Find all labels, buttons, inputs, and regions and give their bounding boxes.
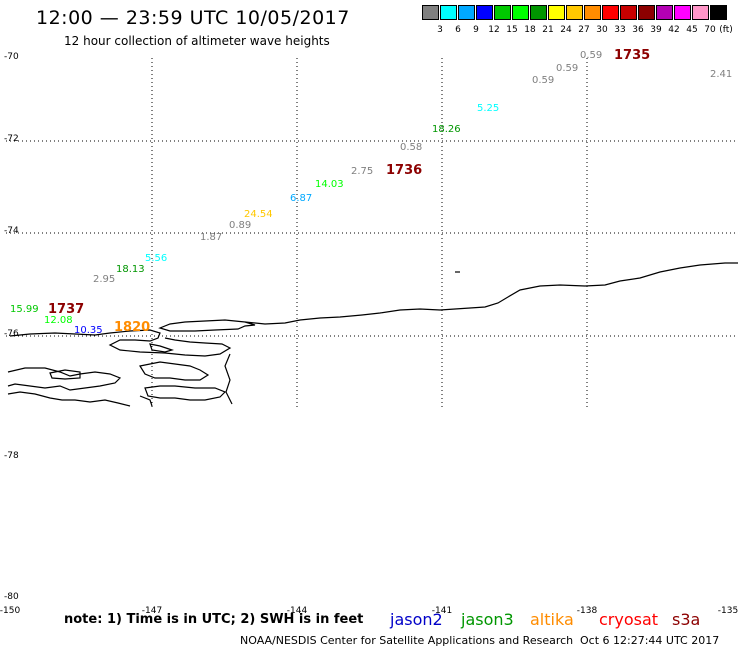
satellite-legend-entry: altika xyxy=(530,610,574,629)
wave-height-value: 24.54 xyxy=(244,209,273,220)
scale-swatch xyxy=(674,5,691,20)
wave-height-value: 0.59 xyxy=(532,75,555,86)
wave-height-value: 18.26 xyxy=(432,124,461,135)
longitude-label: -135 xyxy=(717,606,739,616)
scale-tick-label: 9 xyxy=(473,25,479,35)
scale-swatch xyxy=(512,5,529,20)
wave-height-value: 0.59 xyxy=(580,50,603,61)
scale-swatch xyxy=(620,5,637,20)
scale-tick-label: 27 xyxy=(578,25,590,35)
scale-tick-label: 6 xyxy=(455,25,461,35)
wave-height-value: 10.35 xyxy=(74,325,103,336)
scale-swatch xyxy=(476,5,493,20)
wave-height-value: 2.41 xyxy=(710,69,733,80)
scale-swatch xyxy=(584,5,601,20)
scale-swatch xyxy=(566,5,583,20)
scale-swatch xyxy=(458,5,475,20)
wave-height-value: 18.13 xyxy=(116,264,145,275)
longitude-label: -150 xyxy=(0,606,21,616)
coast-segment xyxy=(139,361,210,381)
wave-height-value: 0.58 xyxy=(400,142,423,153)
graticule xyxy=(6,58,738,408)
pass-time-label: 1736 xyxy=(386,163,423,178)
latitude-label: -78 xyxy=(4,451,19,461)
latitude-label: -80 xyxy=(4,592,19,602)
scale-tick-label: 3 xyxy=(437,25,443,35)
longitude-label: -144 xyxy=(286,606,308,616)
footnote: note: 1) Time is in UTC; 2) SWH is in fe… xyxy=(64,612,364,627)
wave-height-value: 0.89 xyxy=(229,220,252,231)
coast-segment xyxy=(7,391,131,407)
wave-height-value: 14.03 xyxy=(315,179,344,190)
scale-tick-label: 18 xyxy=(524,25,536,35)
scale-unit-label: (ft) xyxy=(719,25,733,35)
scale-swatch xyxy=(530,5,547,20)
scale-tick-label: 15 xyxy=(506,25,518,35)
scale-tick-label: 24 xyxy=(560,25,572,35)
longitude-label: -147 xyxy=(141,606,163,616)
latitude-label: -74 xyxy=(4,226,19,236)
wave-height-value: 0.59 xyxy=(556,63,579,74)
pass-time-label: 1820 xyxy=(114,320,151,335)
scale-tick-label: 36 xyxy=(632,25,644,35)
scale-swatch xyxy=(692,5,709,20)
wave-height-value: 15.99 xyxy=(10,304,39,315)
satellite-legend-entry: jason3 xyxy=(461,610,514,629)
scale-swatch xyxy=(548,5,565,20)
map-subtitle: 12 hour collection of altimeter wave hei… xyxy=(64,34,330,48)
satellite-legend-entry: s3a xyxy=(672,610,701,629)
scale-tick-label: 42 xyxy=(668,25,680,35)
scale-tick-label: 21 xyxy=(542,25,554,35)
coast-segment xyxy=(149,343,175,353)
scale-tick-label: 70 xyxy=(704,25,716,35)
scale-tick-label: 39 xyxy=(650,25,662,35)
ice-shelf-front xyxy=(158,262,738,332)
latitude-label: -72 xyxy=(4,134,19,144)
wave-height-value: 2.95 xyxy=(93,274,116,285)
credit-line: NOAA/NESDIS Center for Satellite Applica… xyxy=(240,634,574,647)
scale-swatch xyxy=(656,5,673,20)
wave-height-value: 5.56 xyxy=(145,253,168,264)
coast-segment xyxy=(224,353,233,405)
scale-swatch xyxy=(638,5,655,20)
wave-height-value: 6.87 xyxy=(290,193,313,204)
scale-swatch xyxy=(422,5,439,20)
wave-height-value: 2.75 xyxy=(351,166,374,177)
scale-swatch xyxy=(602,5,619,20)
latitude-label: -76 xyxy=(4,329,19,339)
coast-segment xyxy=(49,369,81,380)
scale-tick-label: 12 xyxy=(488,25,500,35)
wave-height-value: 5.25 xyxy=(477,103,500,114)
scale-swatch xyxy=(710,5,727,20)
generation-timestamp: Oct 6 12:27:44 UTC 2017 xyxy=(580,634,720,647)
coast-segment xyxy=(139,395,153,407)
scale-tick-label: 45 xyxy=(686,25,698,35)
scale-swatch xyxy=(440,5,457,20)
wave-height-value: 1.87 xyxy=(200,232,223,243)
scale-tick-label: 30 xyxy=(596,25,608,35)
map-title: 12:00 — 23:59 UTC 10/05/2017 xyxy=(36,7,350,29)
scale-tick-label: 33 xyxy=(614,25,626,35)
satellite-legend-entry: cryosat xyxy=(599,610,659,629)
pass-time-label: 1735 xyxy=(614,48,651,63)
satellite-legend-entry: jason2 xyxy=(390,610,443,629)
latitude-label: -70 xyxy=(4,52,19,62)
scale-swatch xyxy=(494,5,511,20)
pass-time-label: 1737 xyxy=(48,302,85,317)
longitude-label: -141 xyxy=(431,606,453,616)
wave-height-value: 12.08 xyxy=(44,315,73,326)
island-outline xyxy=(9,329,232,357)
longitude-label: -138 xyxy=(576,606,598,616)
coastline xyxy=(7,262,738,407)
coast-segment xyxy=(144,385,227,401)
